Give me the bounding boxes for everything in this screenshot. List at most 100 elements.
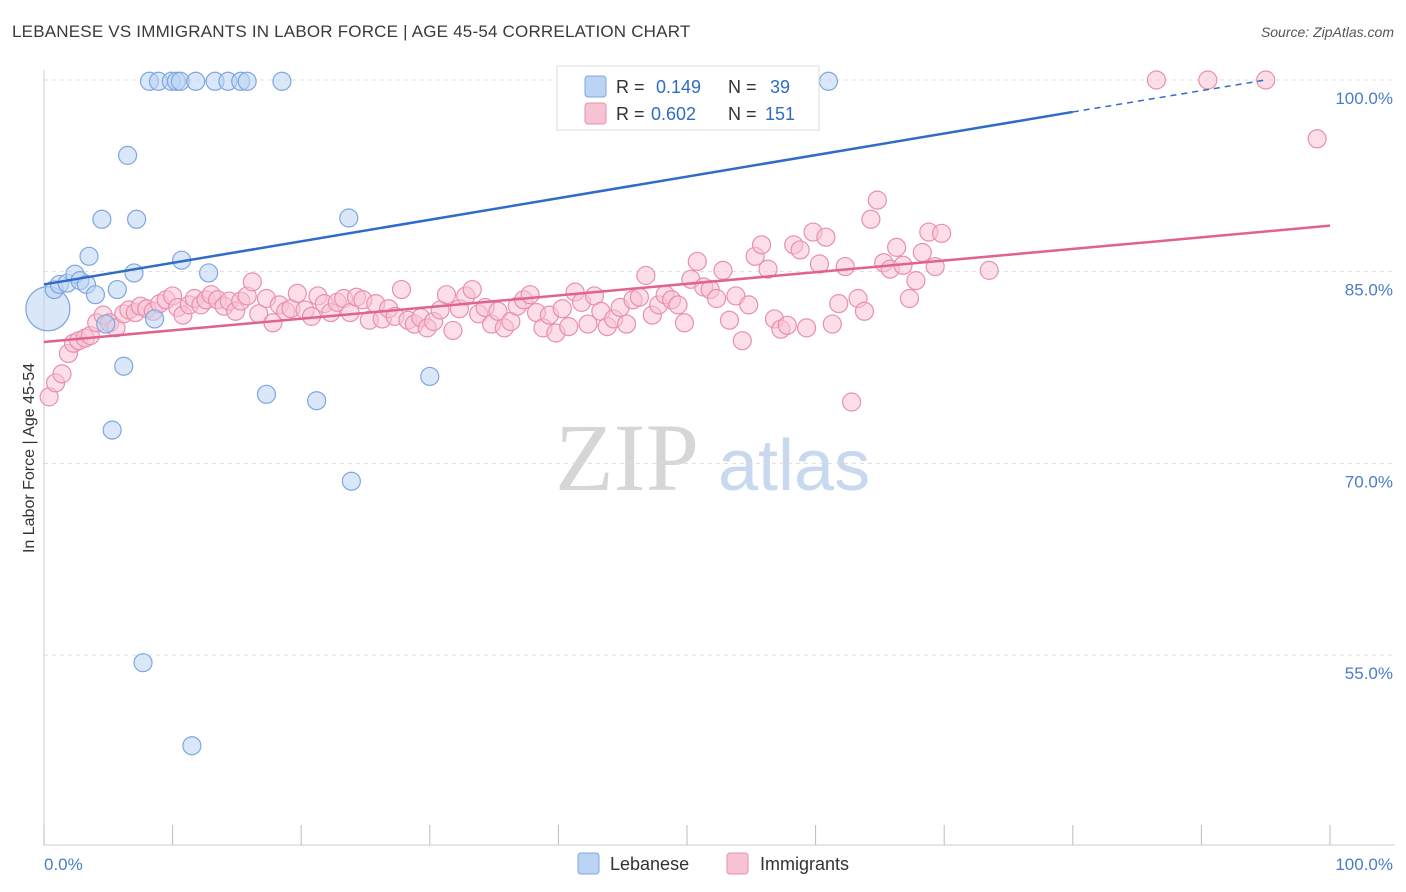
immigrants-point <box>854 301 875 321</box>
correlation-legend: R = 0.149 N = 39 R = 0.602 N = 151 <box>556 65 820 131</box>
series-legend: Lebanese Immigrants <box>577 852 849 875</box>
immigrants-point <box>616 314 637 334</box>
lebanese-point <box>256 384 277 404</box>
y-tick-label: 55.0% <box>1345 664 1393 683</box>
bottom-legend-label-immigrants: Immigrants <box>760 854 849 874</box>
immigrants-point <box>629 287 650 307</box>
lebanese-point <box>237 71 257 91</box>
y-tick-label: 85.0% <box>1345 281 1393 300</box>
lebanese-point <box>307 391 327 411</box>
immigrants-point <box>713 260 733 280</box>
immigrants-point <box>242 272 262 292</box>
immigrants-point <box>790 240 810 260</box>
legend-swatch-immigrants <box>584 102 607 125</box>
immigrants-point <box>861 209 881 229</box>
immigrants-point <box>867 190 887 210</box>
immigrants-point <box>443 320 463 341</box>
legend-swatch-lebanese <box>584 75 607 98</box>
grid-lines <box>44 79 1395 656</box>
y-tick-label: 70.0% <box>1345 472 1393 491</box>
axes <box>43 70 1395 846</box>
immigrants-point <box>842 392 862 412</box>
immigrants-point <box>829 294 849 314</box>
lebanese-point <box>339 208 359 228</box>
watermark-atlas: atlas <box>718 426 870 506</box>
lebanese-point <box>117 145 138 165</box>
bottom-legend-swatch-immigrants <box>726 852 749 875</box>
immigrants-point <box>668 295 688 315</box>
legend-n-label-2: N = <box>728 104 757 124</box>
lebanese-point <box>92 209 112 229</box>
legend-r-value-1: 0.149 <box>656 77 701 97</box>
immigrants-point <box>899 288 920 309</box>
legend-n-value-2: 151 <box>765 104 795 124</box>
immigrants-point <box>912 242 932 263</box>
immigrants-point <box>822 314 842 334</box>
chart-title: LEBANESE VS IMMIGRANTS IN LABOR FORCE | … <box>12 22 691 41</box>
immigrants-point <box>906 271 926 291</box>
immigrants-point <box>739 295 759 315</box>
immigrants-point <box>732 331 752 351</box>
immigrants-point <box>674 313 695 333</box>
immigrants-point <box>488 301 508 321</box>
immigrants-point <box>287 283 307 303</box>
legend-n-value-1: 39 <box>770 77 790 97</box>
immigrants-point <box>887 237 907 257</box>
trend-lines <box>43 79 1331 344</box>
lebanese-point <box>186 71 206 91</box>
lebanese-point <box>199 263 219 283</box>
watermark-zip: ZIP <box>555 404 699 511</box>
immigrants-point <box>436 285 457 305</box>
lebanese-point <box>818 71 839 91</box>
source-credit: Source: ZipAtlas.com <box>1260 24 1394 40</box>
lebanese-point <box>96 314 116 334</box>
immigrants-point <box>835 256 855 277</box>
immigrants-point <box>1198 70 1218 90</box>
immigrants-point <box>751 235 772 255</box>
lebanese-trend-extension <box>1072 79 1266 113</box>
immigrants-point <box>1146 70 1166 90</box>
lebanese-point <box>126 209 147 229</box>
lebanese-point <box>420 366 440 387</box>
y-tick-label: 100.0% <box>1335 89 1393 108</box>
immigrants-point <box>719 310 740 330</box>
immigrants-point <box>932 223 952 243</box>
x-tick-label-max: 100.0% <box>1335 855 1393 874</box>
lebanese-point <box>102 420 122 440</box>
y-axis-label: In Labor Force | Age 45-54 <box>21 363 38 553</box>
legend-r-value-2: 0.602 <box>651 104 696 124</box>
immigrants-point <box>979 260 999 280</box>
legend-n-label-1: N = <box>728 77 757 97</box>
lebanese-point <box>79 246 99 266</box>
lebanese-point <box>107 279 127 300</box>
immigrants-point <box>796 318 817 338</box>
bottom-legend-label-lebanese: Lebanese <box>610 854 689 874</box>
immigrants-point <box>52 364 72 384</box>
immigrants-point <box>777 315 797 335</box>
lebanese-point <box>182 736 202 756</box>
lebanese-points <box>25 71 839 756</box>
legend-r-label-1: R = <box>616 77 645 97</box>
lebanese-point <box>85 285 106 305</box>
immigrants-point <box>552 299 572 319</box>
immigrants-point <box>578 314 598 334</box>
immigrants-point <box>758 259 778 279</box>
legend-r-label-2: R = <box>616 104 645 124</box>
immigrants-point <box>816 227 836 247</box>
bottom-legend-swatch-lebanese <box>577 852 600 875</box>
lebanese-point <box>272 71 292 91</box>
x-tick-label-min: 0.0% <box>44 855 83 874</box>
lebanese-point <box>124 263 144 283</box>
immigrants-point <box>706 288 727 309</box>
immigrants-point <box>462 279 482 300</box>
immigrants-point <box>520 285 540 305</box>
immigrants-point <box>1307 129 1327 149</box>
lebanese-point <box>114 356 134 376</box>
immigrants-point <box>1256 70 1276 90</box>
immigrants-trend-line <box>43 224 1331 344</box>
lebanese-point <box>133 653 153 673</box>
lebanese-point <box>341 471 361 491</box>
immigrants-point <box>391 279 412 300</box>
immigrants-point <box>687 251 707 272</box>
